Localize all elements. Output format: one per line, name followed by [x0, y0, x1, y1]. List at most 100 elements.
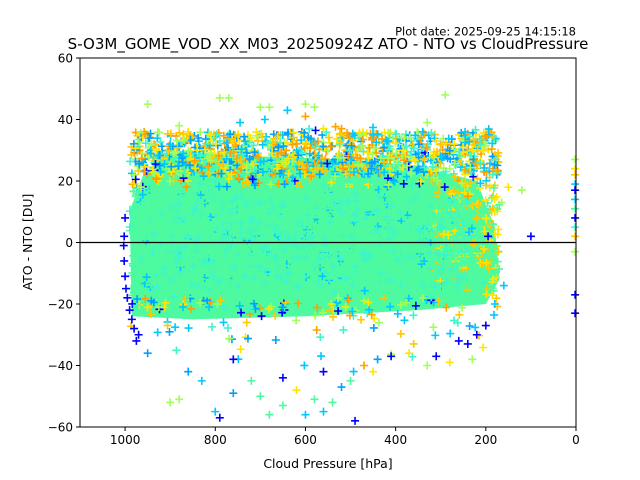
- scatter-point: [198, 256, 207, 265]
- scatter-point: [379, 201, 388, 210]
- scatter-point: [316, 226, 325, 235]
- scatter-point: [279, 142, 288, 151]
- scatter-point: [298, 130, 307, 139]
- scatter-point: [391, 163, 400, 172]
- scatter-point: [428, 271, 437, 280]
- scatter-point: [348, 307, 357, 316]
- scatter-point: [413, 244, 422, 253]
- scatter-point: [279, 170, 288, 179]
- scatter-point: [443, 283, 452, 292]
- scatter-point: [317, 352, 326, 361]
- scatter-point: [366, 212, 375, 221]
- scatter-point: [428, 162, 437, 171]
- scatter-point: [472, 214, 481, 223]
- scatter-point: [367, 280, 376, 289]
- scatter-point: [269, 190, 278, 199]
- scatter-point: [479, 343, 488, 352]
- scatter-point: [209, 246, 218, 255]
- scatter-point: [339, 292, 348, 301]
- scatter-point: [169, 149, 178, 158]
- scatter-point: [359, 147, 368, 156]
- scatter-point: [270, 158, 279, 167]
- scatter-points: [119, 90, 580, 425]
- scatter-point: [447, 189, 456, 198]
- scatter-point: [330, 214, 339, 223]
- scatter-point: [400, 156, 409, 165]
- scatter-point: [427, 293, 436, 302]
- scatter-point: [129, 187, 138, 196]
- scatter-point: [458, 303, 467, 312]
- scatter-point: [128, 291, 137, 300]
- scatter-point: [131, 144, 140, 153]
- scatter-point: [427, 219, 436, 228]
- scatter-point: [343, 129, 352, 138]
- scatter-point: [367, 135, 376, 144]
- scatter-point: [234, 174, 243, 183]
- scatter-point: [284, 154, 293, 163]
- scatter-point: [434, 297, 443, 306]
- scatter-point: [223, 324, 232, 333]
- scatter-point: [157, 209, 166, 218]
- scatter-point: [488, 291, 497, 300]
- scatter-point: [353, 161, 362, 170]
- scatter-point: [329, 274, 338, 283]
- scatter-point: [184, 146, 193, 155]
- scatter-point: [148, 239, 157, 248]
- scatter-point: [343, 197, 352, 206]
- scatter-point: [391, 139, 400, 148]
- scatter-point: [250, 148, 259, 157]
- scatter-point: [218, 160, 227, 169]
- scatter-point: [160, 222, 169, 231]
- scatter-point: [154, 151, 163, 160]
- scatter-point: [271, 311, 280, 320]
- scatter-point: [345, 222, 354, 231]
- scatter-point: [224, 272, 233, 281]
- scatter-point: [150, 158, 159, 167]
- scatter-point: [305, 234, 314, 243]
- scatter-point: [176, 232, 185, 241]
- scatter-point: [282, 159, 291, 168]
- scatter-point: [482, 132, 491, 141]
- scatter-point: [191, 164, 200, 173]
- scatter-point: [476, 158, 485, 167]
- scatter-point: [276, 231, 285, 240]
- scatter-point: [398, 163, 407, 172]
- scatter-point: [146, 129, 155, 138]
- scatter-point: [282, 278, 291, 287]
- scatter-point: [476, 284, 485, 293]
- scatter-point: [219, 282, 228, 291]
- scatter-point: [368, 158, 377, 167]
- scatter-point: [374, 248, 383, 257]
- scatter-point: [400, 227, 409, 236]
- scatter-point: [136, 275, 145, 284]
- scatter-point: [365, 305, 374, 314]
- scatter-point: [384, 192, 393, 201]
- scatter-point: [278, 260, 287, 269]
- scatter-point: [215, 182, 224, 191]
- scatter-point: [237, 308, 246, 317]
- scatter-point: [214, 276, 223, 285]
- scatter-point: [146, 149, 155, 158]
- scatter-point: [202, 184, 211, 193]
- scatter-point: [420, 155, 429, 164]
- scatter-point: [338, 272, 347, 281]
- scatter-point: [343, 217, 352, 226]
- scatter-point: [302, 165, 311, 174]
- scatter-point: [141, 294, 150, 303]
- scatter-point: [256, 263, 265, 272]
- scatter-point: [236, 210, 245, 219]
- scatter-point: [368, 150, 377, 159]
- scatter-point: [489, 220, 498, 229]
- scatter-point: [380, 128, 389, 137]
- scatter-point: [414, 232, 423, 241]
- scatter-point: [316, 333, 325, 342]
- scatter-point: [401, 130, 410, 139]
- scatter-point: [490, 249, 499, 258]
- scatter-point: [489, 183, 498, 192]
- scatter-point: [203, 289, 212, 298]
- scatter-point: [390, 193, 399, 202]
- scatter-point: [156, 167, 165, 176]
- scatter-point: [326, 142, 335, 151]
- scatter-point: [296, 169, 305, 178]
- scatter-point: [453, 268, 462, 277]
